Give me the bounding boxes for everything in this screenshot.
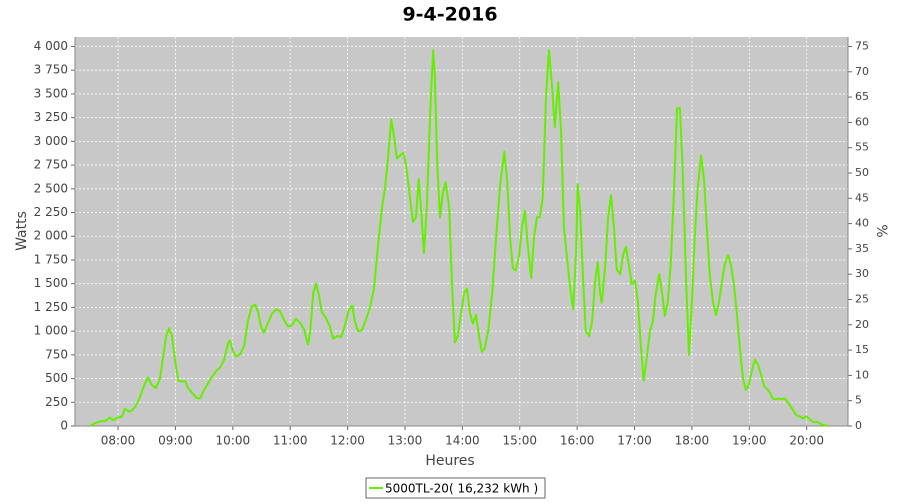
y2-tick-label: 40 [855, 217, 869, 230]
x-tick-label: 11:00 [273, 434, 308, 448]
y-tick-label: 2 250 [34, 205, 68, 219]
y2-tick-label: 65 [855, 90, 869, 103]
x-tick-label: 17:00 [617, 434, 652, 448]
y-tick-label: 2 500 [34, 181, 68, 195]
x-tick-label: 08:00 [101, 434, 136, 448]
y-tick-label: 0 [60, 419, 68, 433]
data-line [89, 49, 829, 427]
y-tick-label: 1 750 [34, 252, 68, 266]
x-tick-label: 14:00 [445, 434, 480, 448]
y-tick-label: 4 000 [34, 39, 68, 53]
y-tick-label: 1 500 [34, 276, 68, 290]
y2-tick-label: 35 [855, 242, 869, 255]
x-axis-label: Heures [425, 453, 474, 469]
y2-tick-label: 45 [855, 191, 869, 204]
y-tick-label: 1 250 [34, 300, 68, 314]
y-tick-label: 500 [45, 371, 68, 385]
y-tick-label: 3 750 [34, 63, 68, 77]
legend-label: 5000TL-20( 16,232 kWh ) [385, 482, 538, 496]
x-tick-label: 18:00 [675, 434, 710, 448]
plot-area [75, 37, 848, 426]
y2-axis-label: % [873, 224, 889, 237]
y2-tick-label: 70 [855, 65, 869, 78]
x-tick-label: 09:00 [158, 434, 193, 448]
y-tick-label: 3 250 [34, 110, 68, 124]
y2-tick-label: 60 [855, 115, 869, 128]
y2-tick-label: 30 [855, 267, 869, 280]
y2-tick-label: 10 [855, 368, 869, 381]
x-tick-label: 12:00 [330, 434, 365, 448]
y-tick-label: 1 000 [34, 324, 68, 338]
chart-title: 9-4-2016 [402, 4, 497, 26]
y2-tick-label: 20 [855, 318, 869, 331]
y2-tick-label: 5 [855, 394, 862, 407]
y2-tick-label: 0 [855, 419, 862, 432]
y-tick-label: 3 000 [34, 134, 68, 148]
y-tick-label: 750 [45, 347, 68, 361]
y-axis-label: Watts [14, 211, 30, 251]
y2-tick-label: 25 [855, 292, 869, 305]
y-tick-label: 3 500 [34, 86, 68, 100]
x-tick-label: 13:00 [388, 434, 423, 448]
x-tick-label: 10:00 [216, 434, 251, 448]
y2-tick-label: 15 [855, 343, 869, 356]
y2-tick-label: 55 [855, 141, 869, 154]
x-tick-label: 16:00 [560, 434, 595, 448]
y2-tick-label: 75 [855, 39, 869, 52]
y-tick-label: 2 000 [34, 229, 68, 243]
x-tick-label: 15:00 [502, 434, 537, 448]
x-tick-label: 19:00 [732, 434, 767, 448]
y2-tick-label: 50 [855, 166, 869, 179]
y-tick-label: 250 [45, 395, 68, 409]
x-tick-label: 20:00 [789, 434, 824, 448]
y-tick-label: 2 750 [34, 158, 68, 172]
legend-box [365, 477, 546, 499]
